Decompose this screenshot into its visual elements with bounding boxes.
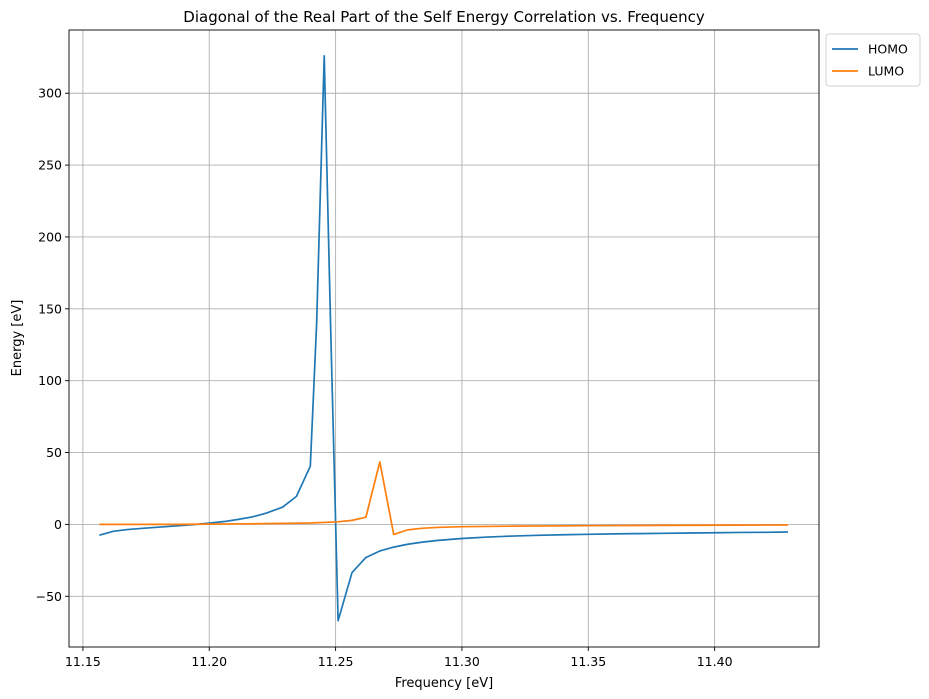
- y-tick-label: 200: [38, 229, 62, 244]
- plot-frame: [68, 29, 820, 648]
- y-tick-label: 100: [38, 373, 62, 388]
- grid-lines: [69, 30, 819, 647]
- y-tick-label: 0: [54, 517, 62, 532]
- y-axis-label: Energy [eV]: [10, 300, 25, 377]
- x-tick-label: 11.35: [570, 654, 606, 669]
- y-tick-label: −50: [36, 589, 62, 604]
- x-tick-label: 11.15: [65, 654, 101, 669]
- legend: HOMO LUMO: [825, 33, 921, 87]
- series-line-lumo: [99, 461, 788, 536]
- y-tick-label: 250: [38, 158, 62, 173]
- legend-box: [825, 33, 921, 87]
- x-tick-label: 11.40: [697, 654, 733, 669]
- x-tick-label: 11.20: [191, 654, 227, 669]
- y-tick-label: 300: [38, 86, 62, 101]
- y-axis-ticks: −50 0 50 100 150 200 250 300: [36, 86, 69, 604]
- y-tick-label: 50: [46, 445, 62, 460]
- series-lines: [99, 55, 788, 622]
- chart-title: Diagonal of the Real Part of the Self En…: [183, 8, 705, 26]
- x-axis-ticks: 11.15 11.20 11.25 11.30 11.35 11.40: [65, 647, 733, 669]
- y-tick-label: 150: [38, 301, 62, 316]
- legend-label-homo: HOMO: [868, 42, 908, 57]
- x-tick-label: 11.25: [318, 654, 354, 669]
- x-tick-label: 11.30: [444, 654, 480, 669]
- legend-label-lumo: LUMO: [868, 64, 904, 79]
- x-axis-label: Frequency [eV]: [395, 676, 493, 691]
